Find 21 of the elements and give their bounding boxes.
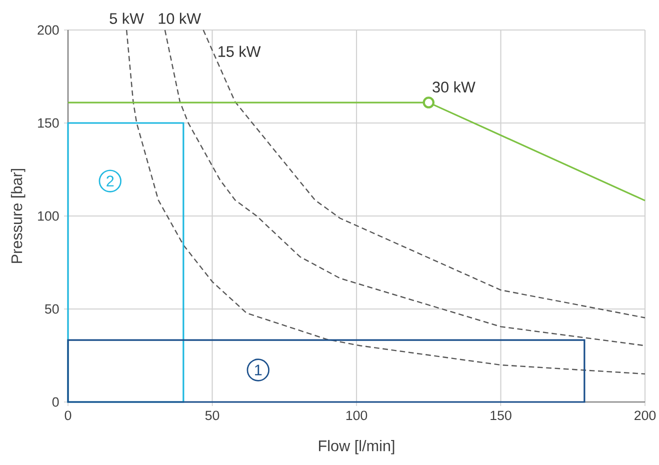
series-label: 5 kW: [110, 12, 144, 24]
series-label: 10 kW: [158, 12, 202, 24]
y-tick-label: 0: [52, 397, 59, 407]
x-tick-label: 150: [490, 410, 512, 420]
x-tick-label: 100: [346, 410, 368, 420]
line-series: [202, 29, 646, 318]
y-axis-title: Pressure [bar]: [10, 168, 26, 263]
series-label: 15 kW: [218, 46, 261, 57]
x-tick-label: 0: [64, 410, 72, 420]
x-axis-title: Flow [l/min]: [318, 440, 394, 454]
annotation: 2: [106, 176, 114, 186]
annotation: 1: [255, 364, 262, 376]
x-tick-label: 50: [205, 410, 220, 420]
line-series: [126, 29, 646, 375]
y-tick-label: 50: [45, 304, 59, 314]
y-tick-label: 150: [38, 118, 59, 128]
x-tick-label: 200: [634, 410, 656, 420]
line-series: [164, 29, 646, 346]
y-tick-label: 100: [38, 211, 59, 221]
y-tick-label: 200: [38, 25, 59, 35]
annotation: 30 kW: [432, 81, 476, 92]
